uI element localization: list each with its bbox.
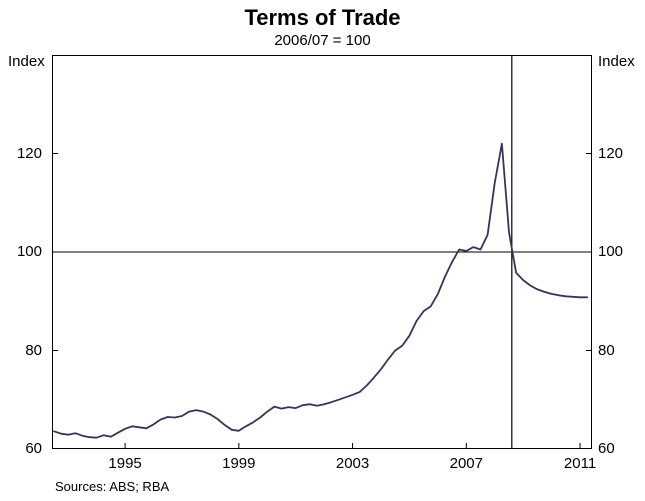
x-tick-label: 2007 [449, 455, 483, 472]
y-axis-labels-left: 120 100 80 60 [0, 55, 46, 458]
x-tick-label: 1995 [108, 455, 142, 472]
chart-title: Terms of Trade [244, 5, 401, 30]
y-tick-label-left: 80 [25, 341, 42, 359]
y-tick-label-right: 80 [598, 341, 615, 359]
y-tick-label-right: 60 [598, 440, 615, 457]
x-tick-label: 2011 [563, 455, 597, 472]
plot-area [52, 55, 592, 449]
sources-note: Sources: ABS; RBA [55, 479, 170, 494]
x-tick-label: 1999 [222, 455, 256, 472]
x-tick-label: 2003 [335, 455, 370, 472]
chart-subtitle: 2006/07 = 100 [274, 32, 371, 49]
y-tick-label-right: 120 [598, 144, 624, 162]
terms-of-trade-line [53, 142, 589, 439]
y-tick-label-left: 120 [16, 144, 42, 162]
plot-border [52, 55, 592, 449]
right-axis-unit-label: Index [598, 53, 635, 70]
y-tick-label-left: 100 [16, 243, 42, 260]
x-axis-labels: 1995 1999 2003 2007 2011 [52, 453, 596, 475]
y-tick-label-left: 60 [25, 440, 42, 457]
left-axis-unit-label: Index [8, 53, 45, 70]
y-axis-labels-right: 120 100 80 60 [598, 55, 643, 458]
y-tick-label-right: 100 [598, 243, 624, 260]
